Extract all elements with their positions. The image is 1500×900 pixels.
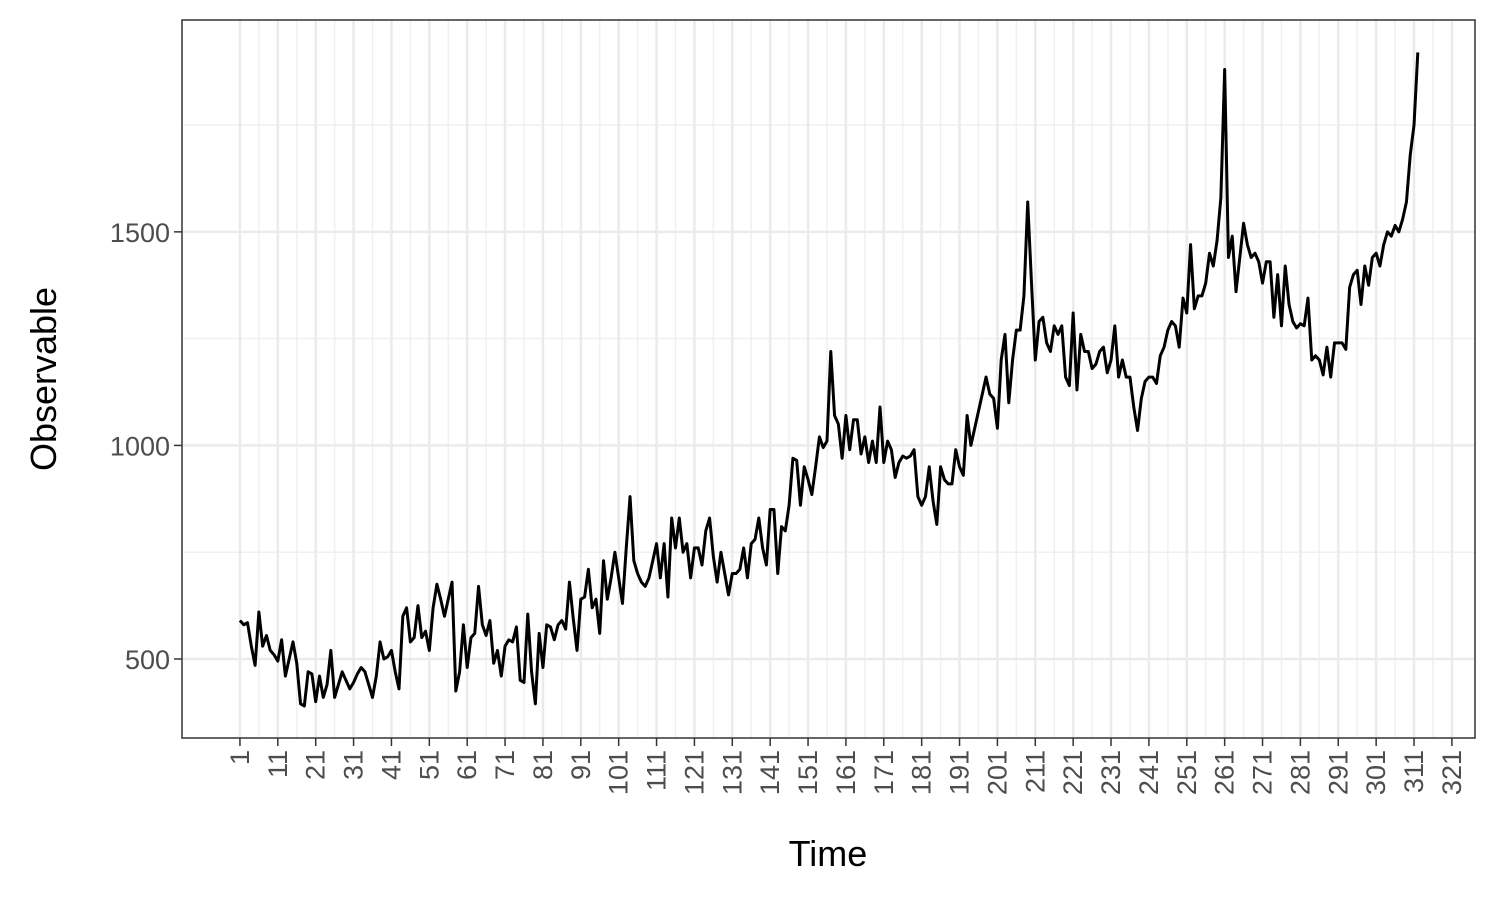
x-tick-label: 51	[414, 750, 444, 780]
x-tick-label: 321	[1437, 750, 1467, 795]
x-tick-label: 171	[869, 750, 899, 795]
x-tick-label: 71	[490, 750, 520, 780]
x-tick-label: 1	[225, 750, 255, 765]
x-tick-label: 101	[604, 750, 634, 795]
y-axis-title: Observable	[23, 287, 64, 471]
x-tick-label: 121	[679, 750, 709, 795]
grid	[182, 20, 1475, 738]
x-tick-label: 221	[1058, 750, 1088, 795]
x-tick-label: 131	[717, 750, 747, 795]
x-tick-label: 11	[263, 750, 293, 778]
y-tick-label: 1000	[110, 431, 170, 461]
x-tick-label: 31	[339, 750, 369, 780]
x-tick-label: 241	[1134, 750, 1164, 795]
x-tick-label: 91	[566, 750, 596, 780]
x-tick-label: 181	[907, 750, 937, 795]
x-tick-label: 141	[755, 750, 785, 795]
x-tick-label: 311	[1399, 750, 1429, 793]
x-tick-label: 271	[1248, 750, 1278, 795]
x-tick-label: 191	[945, 750, 975, 795]
x-tick-label: 201	[982, 750, 1012, 795]
x-tick-label: 281	[1285, 750, 1315, 795]
x-tick-label: 151	[793, 750, 823, 795]
x-tick-label: 111	[642, 750, 672, 791]
x-tick-label: 41	[376, 750, 406, 780]
x-tick-label: 81	[528, 750, 558, 780]
plot-border	[181, 19, 1476, 739]
x-tick-label: 251	[1172, 750, 1202, 795]
x-tick-label: 61	[452, 750, 482, 780]
marks	[238, 52, 1420, 708]
x-tick-label: 301	[1361, 750, 1391, 795]
y-tick-label: 1500	[110, 218, 170, 248]
x-tick-label: 21	[301, 750, 331, 780]
y-tick-label: 500	[125, 645, 170, 675]
x-tick-label: 231	[1096, 750, 1126, 795]
data-line	[238, 52, 1420, 708]
x-tick-label: 261	[1210, 750, 1240, 795]
x-tick-label: 211	[1020, 750, 1050, 793]
x-tick-label: 161	[831, 750, 861, 795]
x-tick-label: 291	[1323, 750, 1353, 795]
x-axis-title: Time	[789, 833, 868, 874]
